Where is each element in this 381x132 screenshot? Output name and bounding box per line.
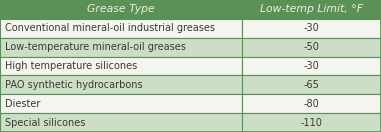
Bar [242,113,381,132]
Bar [0,94,242,113]
Bar [242,57,381,75]
Bar [242,19,381,38]
Text: Diester: Diester [5,99,40,109]
Bar [0,19,242,38]
Text: Conventional mineral-oil industrial greases: Conventional mineral-oil industrial grea… [5,23,215,33]
Text: -110: -110 [301,118,322,128]
Text: -30: -30 [304,23,319,33]
Bar [242,0,381,19]
Bar [242,94,381,113]
Text: High temperature silicones: High temperature silicones [5,61,137,71]
Bar [242,75,381,94]
Bar [0,38,242,57]
Text: PAO synthetic hydrocarbons: PAO synthetic hydrocarbons [5,80,142,90]
Bar [0,0,242,19]
Text: Grease Type: Grease Type [87,4,155,14]
Bar [0,57,242,75]
Bar [242,38,381,57]
Text: Low-temp Limit, °F: Low-temp Limit, °F [260,4,363,14]
Text: Special silicones: Special silicones [5,118,85,128]
Text: -65: -65 [304,80,319,90]
Bar [0,75,242,94]
Text: -80: -80 [304,99,319,109]
Text: -30: -30 [304,61,319,71]
Text: Low-temperature mineral-oil greases: Low-temperature mineral-oil greases [5,42,186,52]
Text: -50: -50 [304,42,319,52]
Bar [0,113,242,132]
